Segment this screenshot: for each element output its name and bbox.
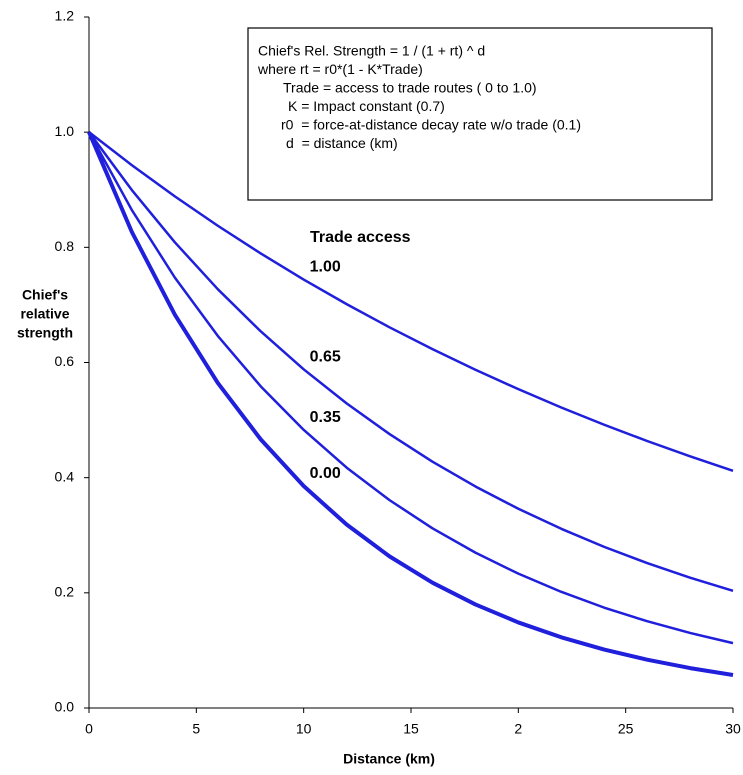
- y-tick-label: 0.4: [55, 468, 75, 484]
- series-line: [87, 131, 734, 677]
- x-tick-label: 10: [296, 721, 312, 737]
- y-tick-label: 0.2: [55, 584, 75, 600]
- y-tick-label: 1.2: [55, 8, 75, 24]
- x-tick-label: 0: [85, 721, 93, 737]
- annotation: r0 = force-at-distance decay rate w/o tr…: [281, 117, 581, 133]
- y-axis-title: Chief's: [22, 287, 68, 303]
- x-tick-label: 30: [725, 721, 741, 737]
- annotation: K = Impact constant (0.7): [288, 98, 445, 114]
- x-tick-label: 2: [514, 721, 522, 737]
- annotation: Chief's Rel. Strength = 1 / (1 + rt) ^ d: [258, 43, 485, 59]
- y-tick-label: 0.6: [55, 353, 75, 369]
- y-axis-title: strength: [17, 325, 73, 341]
- series-label: 0.00: [310, 465, 341, 482]
- series-line: [87, 131, 734, 593]
- x-axis-title: Distance (km): [343, 751, 435, 767]
- series-label: 1.00: [310, 259, 341, 276]
- series-label: 0.65: [310, 349, 341, 366]
- annotation: where rt = r0*(1 - K*Trade): [257, 61, 423, 77]
- series-line: [87, 131, 734, 645]
- legend-title: Trade access: [310, 229, 411, 246]
- annotation: d = distance (km): [286, 135, 398, 151]
- y-tick-label: 0.8: [55, 238, 75, 254]
- y-axis-title: relative: [20, 306, 69, 322]
- series-label: 0.35: [310, 409, 341, 426]
- series-line: [88, 131, 734, 472]
- y-tick-label: 1.0: [55, 123, 75, 139]
- formula-box: [247, 27, 713, 201]
- y-tick-label: 0.0: [55, 699, 75, 715]
- x-tick-label: 25: [618, 721, 634, 737]
- x-tick-label: 15: [403, 721, 419, 737]
- annotation: Trade = access to trade routes ( 0 to 1.…: [283, 80, 537, 96]
- x-tick-label: 5: [192, 721, 200, 737]
